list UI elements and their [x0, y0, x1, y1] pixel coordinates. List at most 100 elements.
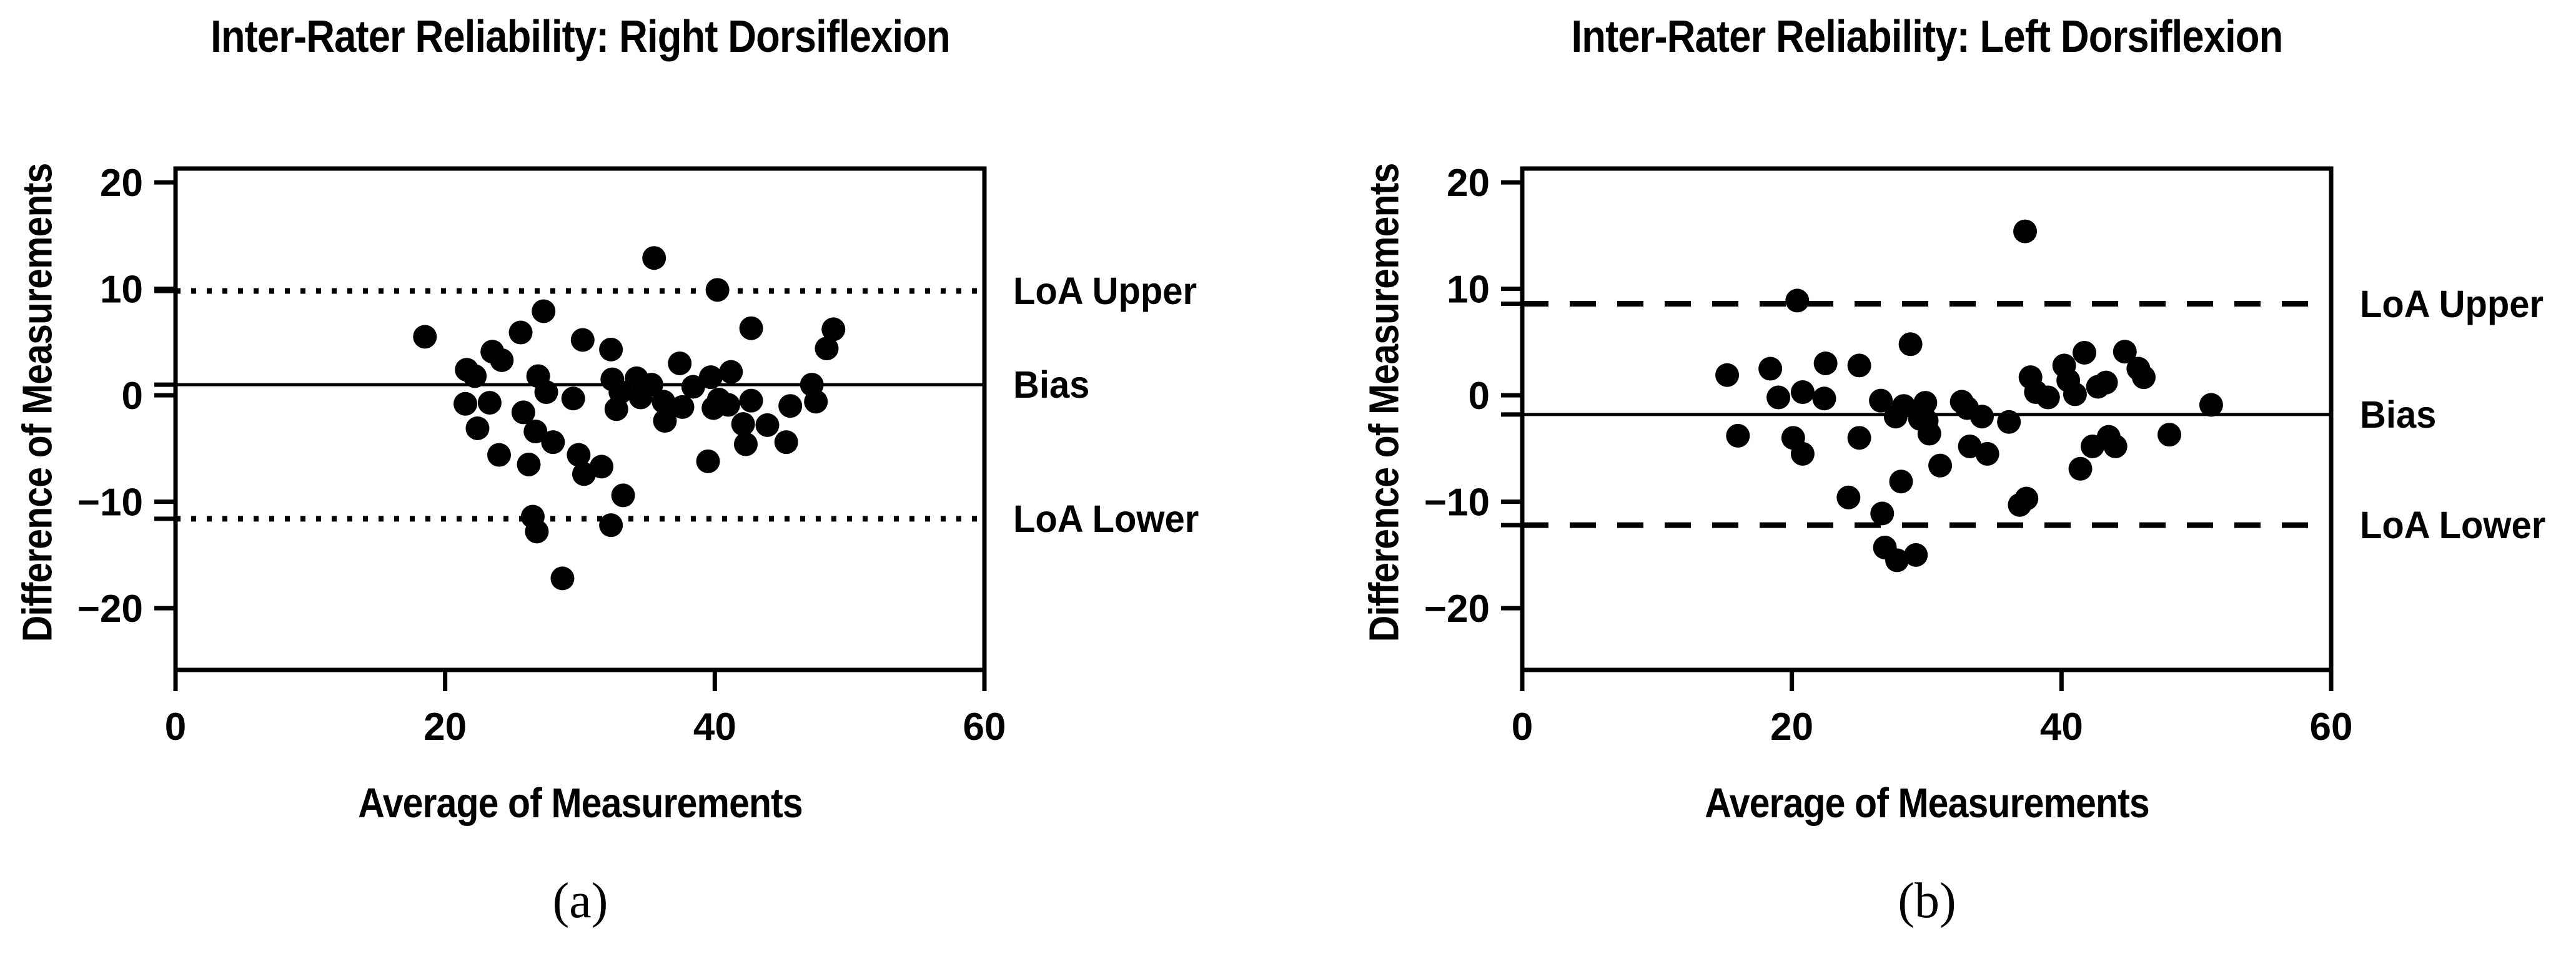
data-point — [608, 380, 633, 405]
data-point — [681, 375, 705, 399]
data-point — [719, 360, 743, 384]
data-point — [477, 391, 502, 415]
data-point — [453, 391, 478, 416]
y-tick-label: 20 — [100, 162, 143, 205]
data-point — [815, 337, 839, 361]
data-point — [550, 566, 575, 591]
data-point — [525, 519, 549, 544]
data-point — [774, 430, 798, 455]
data-point — [490, 348, 514, 372]
panel-a-caption: (a) — [552, 873, 608, 928]
x-tick-label: 40 — [2040, 706, 2083, 749]
data-point — [1870, 501, 1895, 526]
data-point — [1847, 426, 1871, 450]
data-point — [465, 416, 490, 440]
data-point — [651, 390, 676, 414]
data-point — [523, 420, 548, 444]
panel-b-y-axis-label: Difference of Measurements — [1360, 163, 1408, 642]
panel-b-title: Inter-Rater Reliability: Left Dorsiflexi… — [1571, 12, 2284, 62]
panel-a-bias-label: Bias — [1013, 363, 1090, 406]
data-point — [2063, 382, 2087, 406]
data-point — [599, 513, 623, 538]
data-point — [2013, 219, 2038, 243]
panel-b-x-axis-label: Average of Measurements — [1705, 780, 2149, 827]
data-point — [1790, 441, 1815, 466]
data-point — [1885, 548, 1910, 573]
data-point — [1917, 421, 1941, 446]
data-point — [1869, 388, 1893, 413]
x-tick-label: 20 — [424, 706, 467, 749]
data-point — [731, 412, 755, 436]
y-tick-label: −20 — [1424, 588, 1490, 631]
panel-a-loa-lower-label: LoA Lower — [1013, 497, 1199, 540]
y-tick-label: 0 — [1469, 375, 1490, 418]
x-tick-label: 60 — [2310, 706, 2353, 749]
panel-b-loa-upper-label: LoA Upper — [2360, 282, 2544, 325]
data-point — [2103, 434, 2128, 458]
x-tick-label: 0 — [1512, 706, 1533, 749]
data-point — [590, 455, 614, 479]
data-point — [413, 325, 437, 349]
data-point — [2014, 486, 2039, 511]
data-point — [1889, 470, 1913, 494]
data-point — [1758, 357, 1783, 381]
y-tick-label: 20 — [1447, 162, 1490, 205]
data-point — [1812, 386, 1836, 411]
data-point — [2199, 393, 2223, 417]
x-tick-label: 60 — [963, 706, 1006, 749]
data-point — [1969, 405, 1994, 429]
data-point — [668, 351, 692, 375]
data-point — [508, 320, 533, 345]
data-point — [1913, 391, 1938, 415]
data-point — [2073, 340, 2097, 365]
data-point — [705, 278, 730, 302]
data-point — [1898, 332, 1923, 357]
data-point — [698, 365, 723, 390]
data-point — [733, 432, 758, 456]
y-tick-label: −10 — [1424, 481, 1490, 524]
panel-b-bias-label: Bias — [2360, 393, 2437, 436]
y-tick-label: −10 — [77, 481, 143, 524]
x-tick-label: 40 — [693, 706, 736, 749]
data-point — [716, 393, 740, 417]
data-point — [670, 395, 695, 419]
data-point — [739, 388, 763, 413]
data-point — [1836, 485, 1861, 509]
data-point — [570, 328, 595, 352]
y-tick-label: 10 — [100, 268, 143, 312]
data-point — [567, 443, 591, 467]
data-point — [534, 380, 558, 405]
data-point — [755, 413, 780, 437]
data-point — [2094, 370, 2118, 395]
data-point — [487, 443, 511, 467]
data-point — [1790, 380, 1815, 405]
data-point — [1813, 351, 1838, 375]
data-point — [511, 400, 535, 425]
panel-b-caption: (b) — [1898, 873, 1956, 928]
data-point — [599, 337, 623, 361]
data-point — [611, 483, 635, 508]
data-point — [1883, 405, 1908, 429]
y-tick-label: −20 — [77, 588, 143, 631]
panel-a-x-axis-label: Average of Measurements — [358, 780, 803, 827]
data-point — [1928, 453, 1953, 478]
data-point — [1847, 353, 1871, 378]
panel-b-loa-lower-label: LoA Lower — [2360, 504, 2546, 547]
data-point — [2131, 365, 2156, 390]
plot-box — [1520, 166, 2334, 672]
data-point — [642, 246, 666, 270]
data-point — [639, 373, 663, 397]
plot-box — [173, 166, 987, 672]
data-point — [2068, 456, 2093, 481]
data-point — [2113, 340, 2137, 364]
data-point — [561, 386, 585, 411]
panel-a-y-axis-label: Difference of Measurements — [14, 163, 61, 642]
data-point — [1904, 543, 1928, 567]
y-tick-label: 0 — [122, 375, 143, 418]
data-point — [1715, 363, 1740, 387]
data-point — [1766, 385, 1791, 410]
data-point — [1975, 441, 1999, 466]
data-point — [517, 452, 541, 476]
